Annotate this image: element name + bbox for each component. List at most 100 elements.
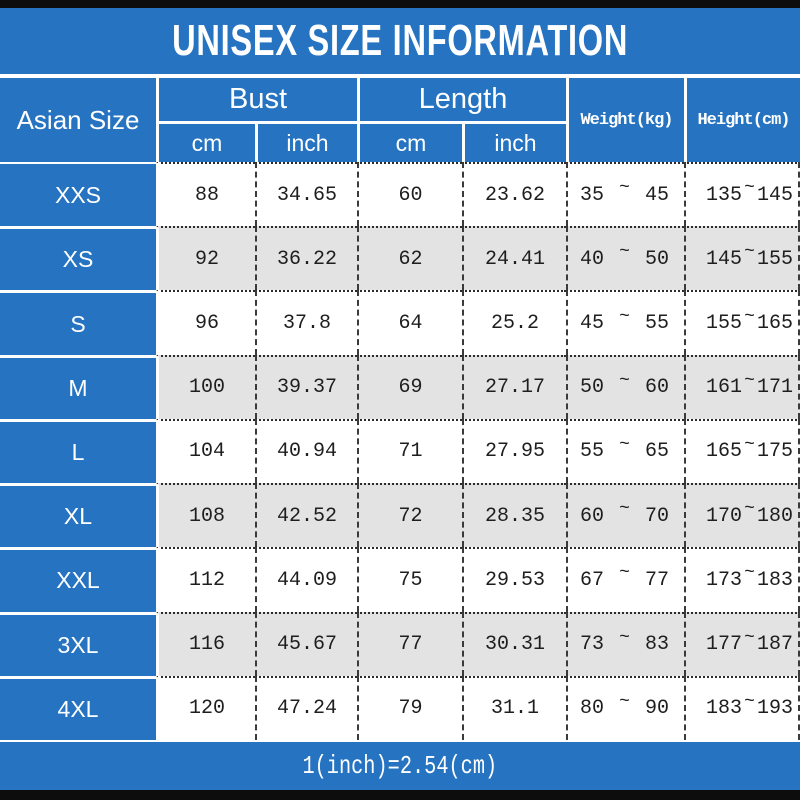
table-row: XXL 112 44.09 75 29.53 67 ~77 173 ~183: [0, 547, 800, 612]
length-cm-value: 77: [357, 611, 462, 676]
bust-cm-value: 92: [156, 226, 255, 291]
weight-range: 50 ~60: [566, 354, 684, 419]
height-max: 180: [756, 504, 793, 528]
bust-cm-value: 112: [156, 547, 255, 612]
length-inch-value: 28.35: [462, 483, 566, 548]
weight-range: 45 ~55: [566, 290, 684, 355]
weight-range: 73 ~83: [566, 611, 684, 676]
height-max: 187: [756, 633, 793, 657]
bottom-frame-bar: [0, 790, 800, 800]
header-length-subrow: cm inch: [360, 124, 566, 162]
weight-max: 50: [644, 247, 669, 271]
height-min: 177: [706, 633, 743, 657]
bust-cm-value: 100: [156, 354, 255, 419]
range-tilde: ~: [619, 499, 630, 520]
height-max: 171: [756, 376, 793, 400]
divider: [0, 740, 800, 742]
table-row: S 96 37.8 64 25.2 45 ~55 155 ~165: [0, 290, 800, 355]
range-tilde: ~: [744, 178, 755, 199]
header-group-length: Length cm inch: [360, 78, 566, 162]
size-table-body: XXS 88 34.65 60 23.62 35 ~45 135 ~145 XS 92 36.22 62…: [0, 162, 800, 740]
top-frame-bar: [0, 0, 800, 8]
length-cm-value: 72: [357, 483, 462, 548]
weight-max: 65: [644, 440, 669, 464]
weight-min: 50: [580, 376, 605, 400]
size-label: S: [0, 290, 156, 355]
length-inch-value: 24.41: [462, 226, 566, 291]
bust-inch-value: 42.52: [255, 483, 357, 548]
weight-range: 60 ~70: [566, 483, 684, 548]
range-tilde: ~: [744, 691, 755, 712]
height-range: 155 ~165: [684, 290, 800, 355]
size-label: 4XL: [0, 675, 156, 740]
size-label: XXS: [0, 162, 156, 227]
weight-min: 67: [580, 568, 605, 592]
weight-range: 67 ~77: [566, 547, 684, 612]
length-cm-value: 60: [357, 162, 462, 227]
bust-cm-value: 108: [156, 483, 255, 548]
height-max: 145: [756, 183, 793, 207]
length-inch-value: 30.31: [462, 611, 566, 676]
header-length-cm: cm: [360, 124, 462, 162]
bust-cm-value: 104: [156, 418, 255, 484]
range-tilde: ~: [619, 563, 630, 584]
header-weight: Weight(kg): [569, 78, 684, 162]
table-row: L 104 40.94 71 27.95 55 ~65 165 ~175: [0, 418, 800, 484]
weight-max: 55: [644, 312, 669, 336]
weight-min: 80: [580, 697, 605, 721]
bust-inch-value: 36.22: [255, 226, 357, 291]
range-tilde: ~: [619, 242, 630, 263]
height-min: 165: [706, 440, 743, 464]
length-inch-value: 31.1: [462, 675, 566, 740]
weight-max: 90: [644, 697, 669, 721]
range-tilde: ~: [744, 306, 755, 327]
height-min: 170: [706, 504, 743, 528]
size-label: XL: [0, 483, 156, 548]
header-bust-subrow: cm inch: [159, 124, 357, 162]
header-height: Height(cm): [687, 78, 800, 162]
bust-cm-value: 96: [156, 290, 255, 355]
weight-min: 45: [580, 312, 605, 336]
header-bust: Bust: [159, 78, 357, 121]
header-length-inch: inch: [465, 124, 566, 162]
height-range: 161 ~171: [684, 354, 800, 419]
divider: [0, 74, 800, 78]
bust-inch-value: 47.24: [255, 675, 357, 740]
weight-range: 35 ~45: [566, 162, 684, 227]
length-cm-value: 64: [357, 290, 462, 355]
height-max: 155: [756, 247, 793, 271]
size-label: XXL: [0, 547, 156, 612]
size-label: XS: [0, 226, 156, 291]
range-tilde: ~: [619, 434, 630, 455]
height-min: 145: [706, 247, 743, 271]
size-label: M: [0, 354, 156, 419]
weight-max: 83: [644, 633, 669, 657]
height-range: 145 ~155: [684, 226, 800, 291]
range-tilde: ~: [619, 691, 630, 712]
table-row: XL 108 42.52 72 28.35 60 ~70 170 ~180: [0, 483, 800, 548]
height-range: 177 ~187: [684, 611, 800, 676]
bust-cm-value: 116: [156, 611, 255, 676]
height-range: 165 ~175: [684, 418, 800, 484]
size-label: 3XL: [0, 611, 156, 676]
length-inch-value: 27.17: [462, 354, 566, 419]
length-inch-value: 27.95: [462, 418, 566, 484]
height-max: 165: [756, 312, 793, 336]
range-tilde: ~: [619, 178, 630, 199]
bust-inch-value: 39.37: [255, 354, 357, 419]
height-min: 135: [706, 183, 743, 207]
chart-title: UNISEX SIZE INFORMATION: [171, 16, 629, 65]
weight-range: 55 ~65: [566, 418, 684, 484]
bust-inch-value: 40.94: [255, 418, 357, 484]
bust-inch-value: 37.8: [255, 290, 357, 355]
range-tilde: ~: [619, 627, 630, 648]
weight-min: 40: [580, 247, 605, 271]
bust-cm-value: 88: [156, 162, 255, 227]
table-row: 3XL 116 45.67 77 30.31 73 ~83 177 ~187: [0, 611, 800, 676]
conversion-note: 1(inch)=2.54(cm): [302, 751, 498, 781]
weight-min: 55: [580, 440, 605, 464]
bust-cm-value: 120: [156, 675, 255, 740]
range-tilde: ~: [619, 370, 630, 391]
length-cm-value: 71: [357, 418, 462, 484]
